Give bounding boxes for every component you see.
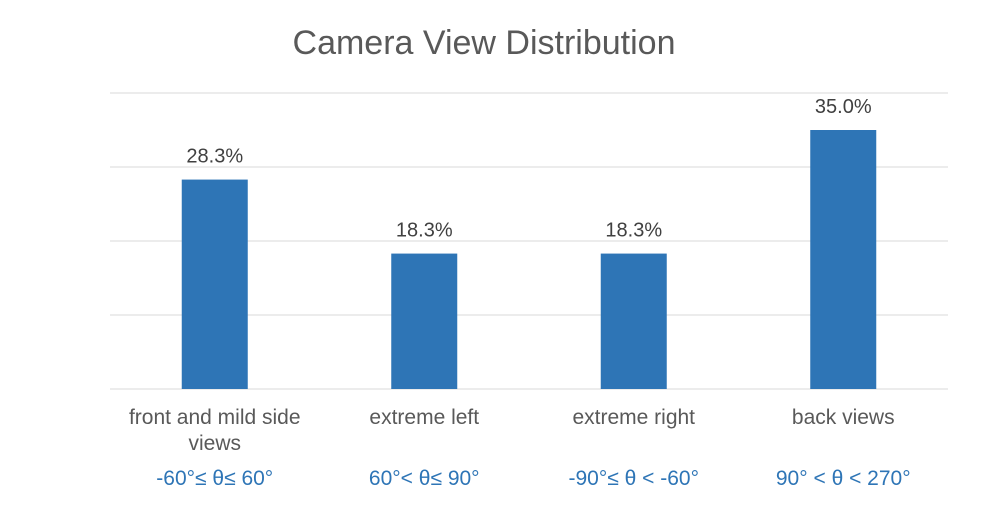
category-label-line: extreme left: [369, 406, 479, 429]
angle-range-label: -90°≤ θ < -60°: [569, 467, 699, 490]
bar: [181, 179, 248, 389]
bar: [810, 130, 877, 389]
bars: [181, 130, 877, 389]
bar: [600, 253, 667, 389]
angle-range-label: 60°< θ≤ 90°: [369, 467, 480, 490]
data-label: 18.3%: [605, 220, 662, 242]
angle-ranges: -60°≤ θ≤ 60° 60°< θ≤ 90° -90°≤ θ < -60° 90°…: [156, 467, 910, 490]
category-label: back views: [792, 406, 895, 429]
angle-range-label: -60°≤ θ≤ 60°: [156, 467, 273, 490]
category-label: extreme left: [369, 406, 479, 429]
category-labels: front and mild side views extreme left extr…: [129, 406, 895, 455]
angle-range-label: 90° < θ < 270°: [776, 467, 911, 490]
category-label: front and mild side views: [129, 406, 301, 455]
category-label: extreme right: [572, 406, 695, 429]
category-label-line: back views: [792, 406, 895, 429]
data-label: 35.0%: [815, 96, 872, 118]
gridlines: [110, 92, 948, 390]
category-label-line: front and mild side: [129, 406, 301, 429]
data-label: 28.3%: [186, 146, 243, 168]
category-label-line: extreme right: [572, 406, 695, 429]
data-label: 18.3%: [396, 220, 453, 242]
bar: [391, 253, 458, 389]
category-label-line: views: [188, 432, 241, 455]
data-labels: 28.3% 18.3% 18.3% 35.0%: [186, 96, 871, 242]
chart-title: Camera View Distribution: [293, 24, 676, 62]
